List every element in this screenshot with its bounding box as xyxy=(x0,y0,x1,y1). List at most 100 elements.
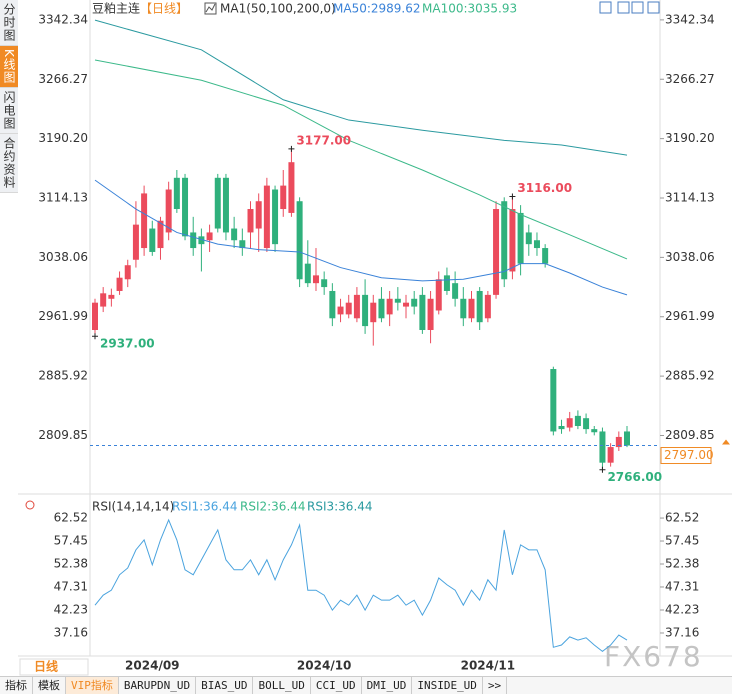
side-tab[interactable]: K线图 xyxy=(0,46,18,88)
last-price-label: 2797.00 xyxy=(664,448,714,462)
y-tick-label: 57.45 xyxy=(665,534,699,548)
candle-body xyxy=(583,418,590,430)
extreme-label: 2766.00 xyxy=(607,470,662,484)
side-tab[interactable]: 合约资料 xyxy=(0,134,18,193)
tool-button[interactable] xyxy=(599,1,612,14)
indicator-tab[interactable]: DMI_UD xyxy=(362,677,413,694)
candle-body xyxy=(165,189,172,233)
y-tick-label: 2885.92 xyxy=(38,369,88,383)
candle-body xyxy=(353,294,360,319)
indicator-tab[interactable]: BOLL_UD xyxy=(253,677,311,694)
indicator-icon-glyph xyxy=(205,3,216,13)
tool-button[interactable] xyxy=(631,1,644,14)
candle-body xyxy=(132,224,139,260)
y-tick-label: 3266.27 xyxy=(38,72,88,86)
indicator-tab[interactable]: CCI_UD xyxy=(311,677,362,694)
legend-entry: RSI2:36.44 xyxy=(240,500,306,514)
extreme-marker xyxy=(92,333,98,340)
candle-body xyxy=(345,302,352,315)
candle-body xyxy=(591,429,598,433)
legend-entry: MA100:3035.93 xyxy=(422,2,517,16)
y-tick-label: 3038.06 xyxy=(38,250,88,264)
rsi-line xyxy=(94,518,628,653)
candle-body xyxy=(92,302,98,330)
candle-body xyxy=(255,201,262,229)
extreme-label: 3177.00 xyxy=(296,133,351,147)
indicator-tab[interactable]: BARUPDN_UD xyxy=(119,677,197,694)
candle-body xyxy=(411,298,418,307)
y-tick-label: 3266.27 xyxy=(665,72,715,86)
y-tick-label: 3342.34 xyxy=(38,12,88,26)
candle-body xyxy=(558,426,565,430)
candle-body xyxy=(157,220,164,249)
candle-body xyxy=(386,298,393,315)
candle-body xyxy=(452,283,459,299)
candle-body xyxy=(394,298,401,303)
moving-average xyxy=(94,179,628,296)
candle-body xyxy=(280,185,287,210)
settings-icon[interactable] xyxy=(25,500,35,510)
side-tab[interactable]: 分时图 xyxy=(0,0,18,46)
candle-body xyxy=(321,279,328,288)
y-tick-label: 42.23 xyxy=(54,603,88,617)
y-tick-label: 3114.13 xyxy=(38,190,88,204)
tool-button[interactable] xyxy=(647,1,660,14)
tool-button[interactable] xyxy=(617,1,630,14)
indicator-tab[interactable]: INSIDE_UD xyxy=(412,677,483,694)
candle-body xyxy=(493,209,500,295)
candle-body xyxy=(198,236,205,245)
candle-body xyxy=(190,232,197,249)
candle-body xyxy=(615,436,622,448)
candle-body xyxy=(501,201,508,280)
candle-body xyxy=(370,302,377,323)
y-tick-label: 47.31 xyxy=(665,579,699,593)
y-tick-label: 2809.85 xyxy=(38,428,88,442)
candle-body xyxy=(304,263,311,284)
candle-body xyxy=(329,290,336,319)
x-tick-label: 2024/09 xyxy=(125,659,179,673)
candle-body xyxy=(533,240,540,249)
moving-average xyxy=(94,59,628,260)
candle-body xyxy=(296,201,303,280)
side-tab[interactable]: 闪电图 xyxy=(0,88,18,134)
y-tick-label: 2809.85 xyxy=(665,428,715,442)
period-box[interactable] xyxy=(19,658,89,676)
candle-body xyxy=(468,298,475,319)
candle-body xyxy=(272,189,279,245)
indicator-tab[interactable]: VIP指标 xyxy=(66,677,119,694)
indicator-tab[interactable]: >> xyxy=(483,677,508,694)
y-tick-label: 47.31 xyxy=(54,579,88,593)
moving-average xyxy=(94,19,628,156)
candle-body xyxy=(173,177,180,210)
indicator-tab[interactable]: 指标 xyxy=(0,677,33,694)
y-tick-label: 62.52 xyxy=(665,511,699,525)
y-tick-label: 3190.20 xyxy=(665,131,715,145)
candle-body xyxy=(427,298,434,330)
period-label[interactable]: 【日线】 xyxy=(140,2,188,16)
y-tick-label: 42.23 xyxy=(665,603,699,617)
candle-body xyxy=(141,193,148,249)
rsi-title: RSI(14,14,14) xyxy=(92,500,174,514)
y-tick-label: 52.38 xyxy=(665,557,699,571)
candle-body xyxy=(435,279,442,311)
last-price-arrow xyxy=(722,439,730,445)
y-tick-label: 37.16 xyxy=(665,625,699,639)
indicator-icon[interactable] xyxy=(204,2,217,15)
indicator-tab[interactable]: BIAS_UD xyxy=(196,677,254,694)
candle-body xyxy=(149,228,156,252)
extreme-marker xyxy=(509,193,516,200)
candle-body xyxy=(362,294,369,327)
chart: 豆粕主连 【日线】 MA1(50,100,200,0) MA50:2989.62… xyxy=(18,0,732,676)
candle-body xyxy=(550,369,557,432)
y-tick-label: 2885.92 xyxy=(665,369,715,383)
candle-body xyxy=(214,177,221,229)
candle-body xyxy=(124,265,131,280)
side-tabs: 分时图 K线图 闪电图 合约资料 xyxy=(0,0,18,193)
y-tick-label: 57.45 xyxy=(54,534,88,548)
candle-body xyxy=(542,248,549,264)
candle-body xyxy=(566,418,573,428)
indicator-tab[interactable]: 模板 xyxy=(33,677,66,694)
period-button[interactable]: 日线 xyxy=(34,659,58,674)
legend-entry: RSI3:36.44 xyxy=(307,500,373,514)
